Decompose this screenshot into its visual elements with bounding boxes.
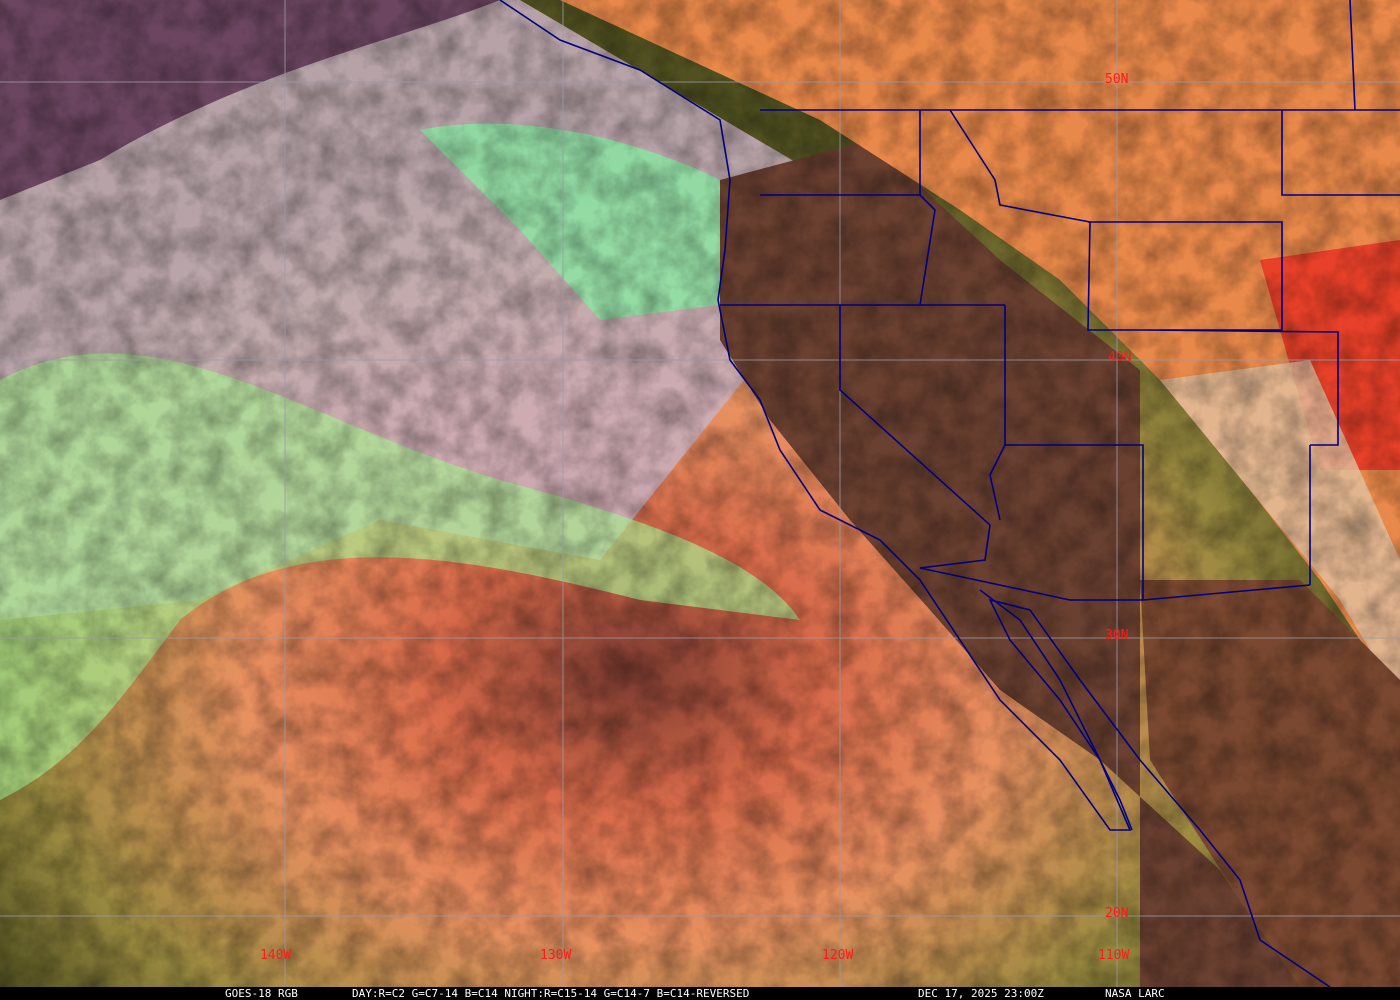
state-borders bbox=[720, 0, 1400, 601]
lon-label-130w: 130W bbox=[540, 948, 572, 963]
lon-label-110w: 110W bbox=[1098, 948, 1130, 963]
lat-label-30n: 30N bbox=[1105, 628, 1129, 643]
lon-label-120w: 120W bbox=[822, 948, 854, 963]
caption-satellite: GOES-18 RGB bbox=[225, 987, 298, 1000]
baja-california bbox=[979, 589, 1133, 831]
coastline-west bbox=[499, 0, 1331, 987]
lat-label-40n: 40N bbox=[1108, 350, 1132, 365]
caption-recipe: DAY:R=C2 G=C7-14 B=C14 NIGHT:R=C15-14 G=… bbox=[352, 987, 750, 1000]
political-boundaries bbox=[499, 0, 1400, 987]
lon-label-140w: 140W bbox=[260, 948, 292, 963]
image-caption: GOES-18 RGB DAY:R=C2 G=C7-14 B=C14 NIGHT… bbox=[0, 987, 1400, 1000]
caption-credit: NASA LARC bbox=[1105, 987, 1165, 1000]
lat-label-50n: 50N bbox=[1105, 72, 1129, 87]
lat-label-20n: 20N bbox=[1105, 906, 1129, 921]
caption-datetime: DEC 17, 2025 23:00Z bbox=[918, 987, 1044, 1000]
